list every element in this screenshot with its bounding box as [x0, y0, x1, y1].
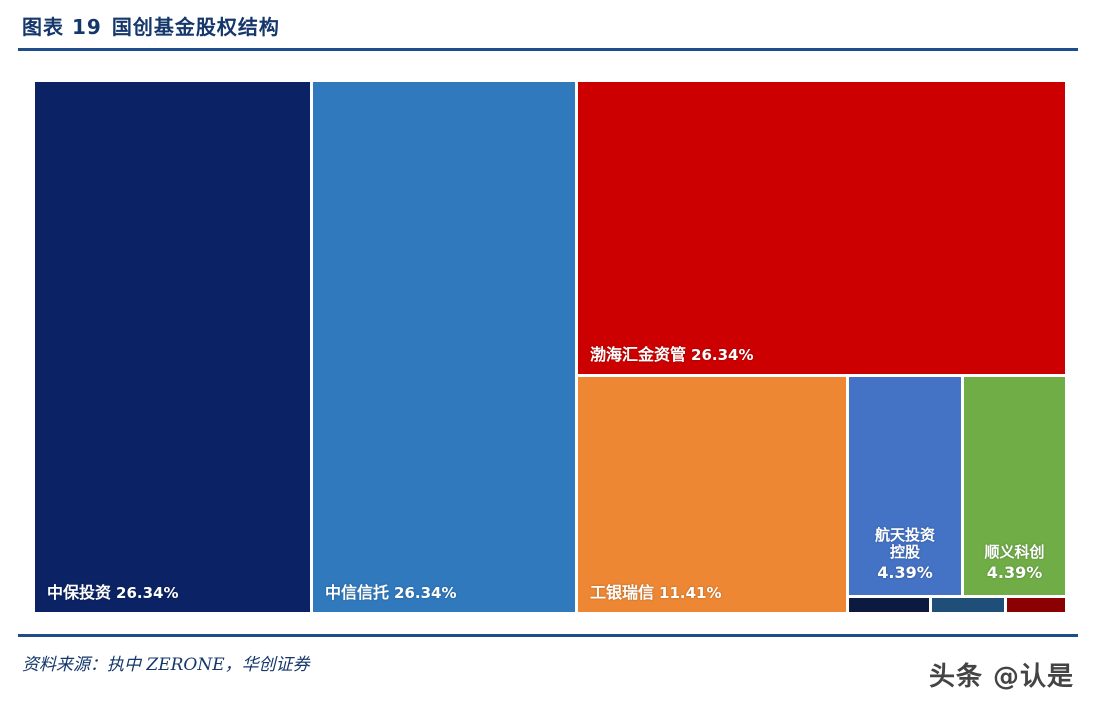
page-title: 图表 19 国创基金股权结构: [22, 11, 280, 40]
treemap-tile-label: 顺义科创 4.39%: [964, 544, 1065, 583]
watermark: 头条 @认是: [928, 662, 1074, 692]
treemap-tile-name: 渤海汇金资管: [590, 345, 687, 365]
treemap-tile-工银瑞信[interactable]: 工银瑞信 11.41%: [578, 377, 846, 612]
treemap-tile-中信信托[interactable]: 中信信托 26.34%: [313, 82, 575, 612]
figure-label: 图表: [22, 15, 64, 39]
treemap-tile-value: 26.34%: [116, 584, 179, 603]
footer-divider: [18, 634, 1078, 637]
treemap-tile-航天投资控股[interactable]: 航天投资 控股 4.39%: [849, 377, 961, 595]
treemap-tile-unlabeled[interactable]: [1007, 598, 1065, 612]
treemap-tile-unlabeled[interactable]: [932, 598, 1004, 612]
treemap-tile-value: 26.34%: [394, 584, 457, 603]
header-divider: [18, 48, 1078, 51]
treemap-tile-顺义科创[interactable]: 顺义科创 4.39%: [964, 377, 1065, 595]
treemap-tile-name: 顺义科创: [984, 543, 1045, 562]
treemap-tile-name: 中保投资: [47, 583, 112, 603]
figure-header: 图表 19 国创基金股权结构: [0, 0, 1096, 52]
treemap-tile-label: 中保投资 26.34%: [47, 583, 179, 603]
treemap-tile-label: 航天投资 控股 4.39%: [849, 525, 961, 583]
treemap-tile-label: 中信信托 26.34%: [325, 583, 457, 603]
treemap-tile-value: 26.34%: [691, 346, 754, 365]
source-note: 资料来源：执中 ZERONE，华创证券: [22, 655, 310, 675]
treemap-tile-value: 4.39%: [986, 563, 1043, 583]
treemap-tile-中保投资[interactable]: 中保投资 26.34%: [35, 82, 310, 612]
treemap-tile-value: 4.39%: [877, 563, 933, 583]
treemap-tile-value: 11.41%: [659, 584, 722, 603]
figure-index: 19: [72, 15, 102, 39]
treemap-tile-渤海汇金资管[interactable]: 渤海汇金资管 26.34%: [578, 82, 1065, 374]
treemap-chart: 中保投资 26.34% 中信信托 26.34% 渤海汇金资管 26.34% 工银瑞信 11.4…: [35, 82, 1065, 612]
treemap-tile-name-line1: 航天投资: [874, 525, 935, 544]
treemap-tile-name: 航天投资 控股: [849, 525, 961, 562]
treemap-tile-name: 工银瑞信: [590, 583, 655, 603]
treemap-tile-label: 工银瑞信 11.41%: [590, 583, 722, 603]
treemap-tile-name-line2: 控股: [889, 543, 920, 562]
treemap-tile-label: 渤海汇金资管 26.34%: [590, 345, 754, 365]
figure-title-text: 国创基金股权结构: [111, 15, 280, 39]
treemap-tile-unlabeled[interactable]: [849, 598, 929, 612]
treemap-tile-name: 中信信托: [325, 583, 390, 603]
